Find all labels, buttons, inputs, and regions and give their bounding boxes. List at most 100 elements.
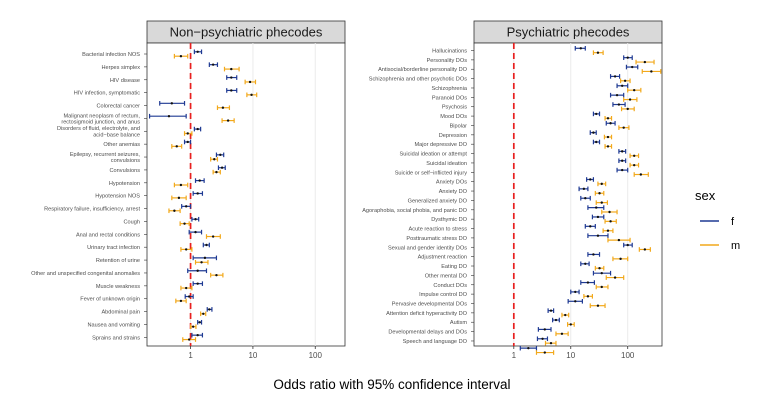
point-estimate-m <box>600 182 603 186</box>
row-label: HIV disease <box>110 78 140 84</box>
point-estimate-f <box>582 187 586 191</box>
point-estimate-m <box>187 338 191 341</box>
row-label: Antisocial/borderline personality DO <box>378 67 468 73</box>
point-estimate-m <box>248 80 252 84</box>
point-estimate-f <box>170 102 174 105</box>
row-label: Anxiety DO <box>439 189 468 195</box>
point-estimate-f <box>620 168 624 172</box>
point-estimate-f <box>620 150 624 153</box>
row-label: Nausea and vomiting <box>87 322 140 328</box>
point-estimate-m <box>230 67 233 71</box>
point-estimate-m <box>186 132 189 135</box>
point-estimate-m <box>215 273 218 277</box>
row-label: Convulsions <box>110 168 141 174</box>
row-label: Adjustment reaction <box>418 255 467 261</box>
point-estimate-f <box>613 75 617 78</box>
point-estimate-m <box>213 158 216 161</box>
panel-title: Psychiatric phecodes <box>507 25 630 40</box>
point-estimate-f <box>586 281 590 284</box>
row-label: Hypotension <box>109 181 140 187</box>
point-estimate-m <box>211 235 215 238</box>
row-label: Hypotension NOS <box>95 194 140 200</box>
point-estimate-f <box>543 328 546 331</box>
point-estimate-m <box>596 51 600 54</box>
point-estimate-f <box>220 166 224 169</box>
point-estimate-f <box>574 300 577 303</box>
point-estimate-m <box>215 170 218 174</box>
point-estimate-m <box>184 248 188 251</box>
point-estimate-m <box>639 173 643 176</box>
x-tick-label: 1 <box>188 351 193 360</box>
point-estimate-f <box>584 197 587 200</box>
point-estimate-f <box>620 84 624 87</box>
point-estimate-m <box>177 196 181 200</box>
row-label: Conduct DOs <box>433 283 467 289</box>
x-tick-label: 1 <box>512 351 517 360</box>
point-estimate-m <box>250 93 253 97</box>
point-estimate-f <box>196 269 199 272</box>
panel-title: Non−psychiatric phecodes <box>170 25 323 40</box>
row-label: Dysthymic DO <box>431 217 467 223</box>
point-estimate-f <box>595 206 598 209</box>
point-estimate-f <box>211 63 215 66</box>
point-estimate-m <box>202 312 205 315</box>
point-estimate-m <box>543 351 546 354</box>
point-estimate-f <box>196 50 199 53</box>
plot-area <box>146 42 346 347</box>
point-estimate-f <box>208 308 211 311</box>
point-estimate-f <box>595 112 598 116</box>
point-estimate-f <box>230 76 233 79</box>
point-estimate-m <box>564 313 567 317</box>
point-estimate-m <box>609 220 612 223</box>
row-label: Bipolar <box>450 123 468 129</box>
row-label: Developmental delays and DOs <box>388 330 467 336</box>
point-estimate-m <box>596 304 600 307</box>
row-label: Major depressive DO <box>414 142 467 148</box>
point-estimate-f <box>194 218 197 221</box>
point-estimate-m <box>549 341 553 345</box>
point-estimate-m <box>619 257 622 261</box>
panel-2: Psychiatric phecodes 1 10 100 Hallucinations… <box>362 20 663 360</box>
point-estimate-f <box>527 346 530 350</box>
row-label: Herpes simplex <box>101 65 140 71</box>
point-estimate-f <box>600 271 603 275</box>
legend: sex f m <box>695 188 740 252</box>
row-label: Abdominal pain <box>101 310 140 316</box>
point-estimate-f <box>196 192 199 195</box>
point-estimate-f <box>631 65 634 69</box>
point-estimate-m <box>191 325 195 328</box>
point-estimate-f <box>186 140 189 144</box>
point-estimate-f <box>184 205 188 208</box>
row-label: Acute reaction to stress <box>409 227 468 233</box>
row-label: Eating DO <box>441 264 467 270</box>
row-label: Mood DOs <box>440 114 467 120</box>
point-estimate-f <box>541 337 544 340</box>
point-estimate-f <box>617 103 621 106</box>
row-label: Personality DOs <box>427 58 468 64</box>
point-estimate-f <box>596 215 600 219</box>
point-estimate-f <box>589 178 592 181</box>
point-estimate-m <box>173 209 176 212</box>
row-label: Generalized anxiety DO <box>408 198 468 204</box>
row-label: Other mental DO <box>425 273 468 279</box>
row-label: Malignant neoplasm of rectum, rectosigmoi… <box>61 113 140 125</box>
row-label: Retention of urine <box>96 258 140 264</box>
point-estimate-f <box>554 318 558 322</box>
point-estimate-f <box>592 131 595 134</box>
point-estimate-m <box>200 261 203 264</box>
row-label: Autism <box>450 320 467 326</box>
point-estimate-f <box>626 56 629 59</box>
point-estimate-f <box>589 225 592 228</box>
row-label: Psychosis <box>442 105 467 111</box>
legend-label-f: f <box>731 216 735 228</box>
point-estimate-f <box>167 115 171 118</box>
point-estimate-m <box>633 154 636 157</box>
legend-title: sex <box>695 188 716 203</box>
point-estimate-f <box>609 122 612 125</box>
row-label: Schizophrenia <box>432 86 468 92</box>
point-estimate-f <box>219 153 222 157</box>
point-estimate-m <box>569 323 572 326</box>
x-tick-label: 100 <box>621 351 635 360</box>
point-estimate-m <box>606 145 610 148</box>
point-estimate-f <box>187 295 191 298</box>
